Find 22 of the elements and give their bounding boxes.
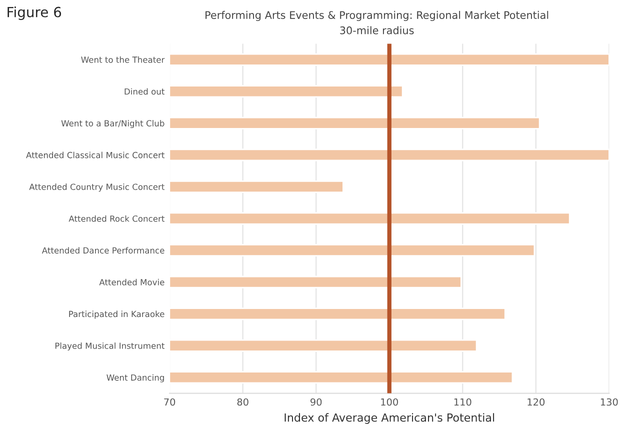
y-tick-label: Played Musical Instrument	[55, 342, 164, 351]
chart-title: Performing Arts Events & Programming: Regional Market Potential	[206, 10, 548, 22]
y-tick-label: Attended Movie	[99, 278, 164, 286]
y-tick-label: Went to a Bar/Night Club	[61, 120, 164, 128]
y-tick-label: Attended Rock Concert	[68, 215, 164, 222]
x-tick-label: 120	[528, 398, 545, 406]
x-tick-label: 110	[454, 398, 472, 406]
y-tick-label: Participated in Karaoke	[69, 310, 164, 319]
y-tick-label: Dined out	[124, 88, 164, 95]
chart-subtitle: 30-mile radius	[340, 26, 414, 34]
y-tick-label: Attended Classical Music Concert	[26, 152, 164, 158]
caption: Figure 6	[8, 6, 62, 20]
y-tick-label: Went Dancing	[106, 374, 164, 382]
y-tick-label: Went to the Theater	[81, 56, 165, 63]
x-axis-title: Index of Average American's Potential	[284, 413, 494, 424]
y-tick-label: Attended Dance Performance	[42, 247, 164, 254]
x-tick-label: 80	[237, 398, 248, 406]
x-tick-label: 90	[310, 398, 322, 406]
y-tick-label: Attended Country Music Concert	[29, 184, 164, 192]
x-tick-label: 100	[381, 398, 398, 406]
x-tick-label: 70	[164, 398, 176, 406]
x-tick-label: 130	[600, 398, 618, 406]
